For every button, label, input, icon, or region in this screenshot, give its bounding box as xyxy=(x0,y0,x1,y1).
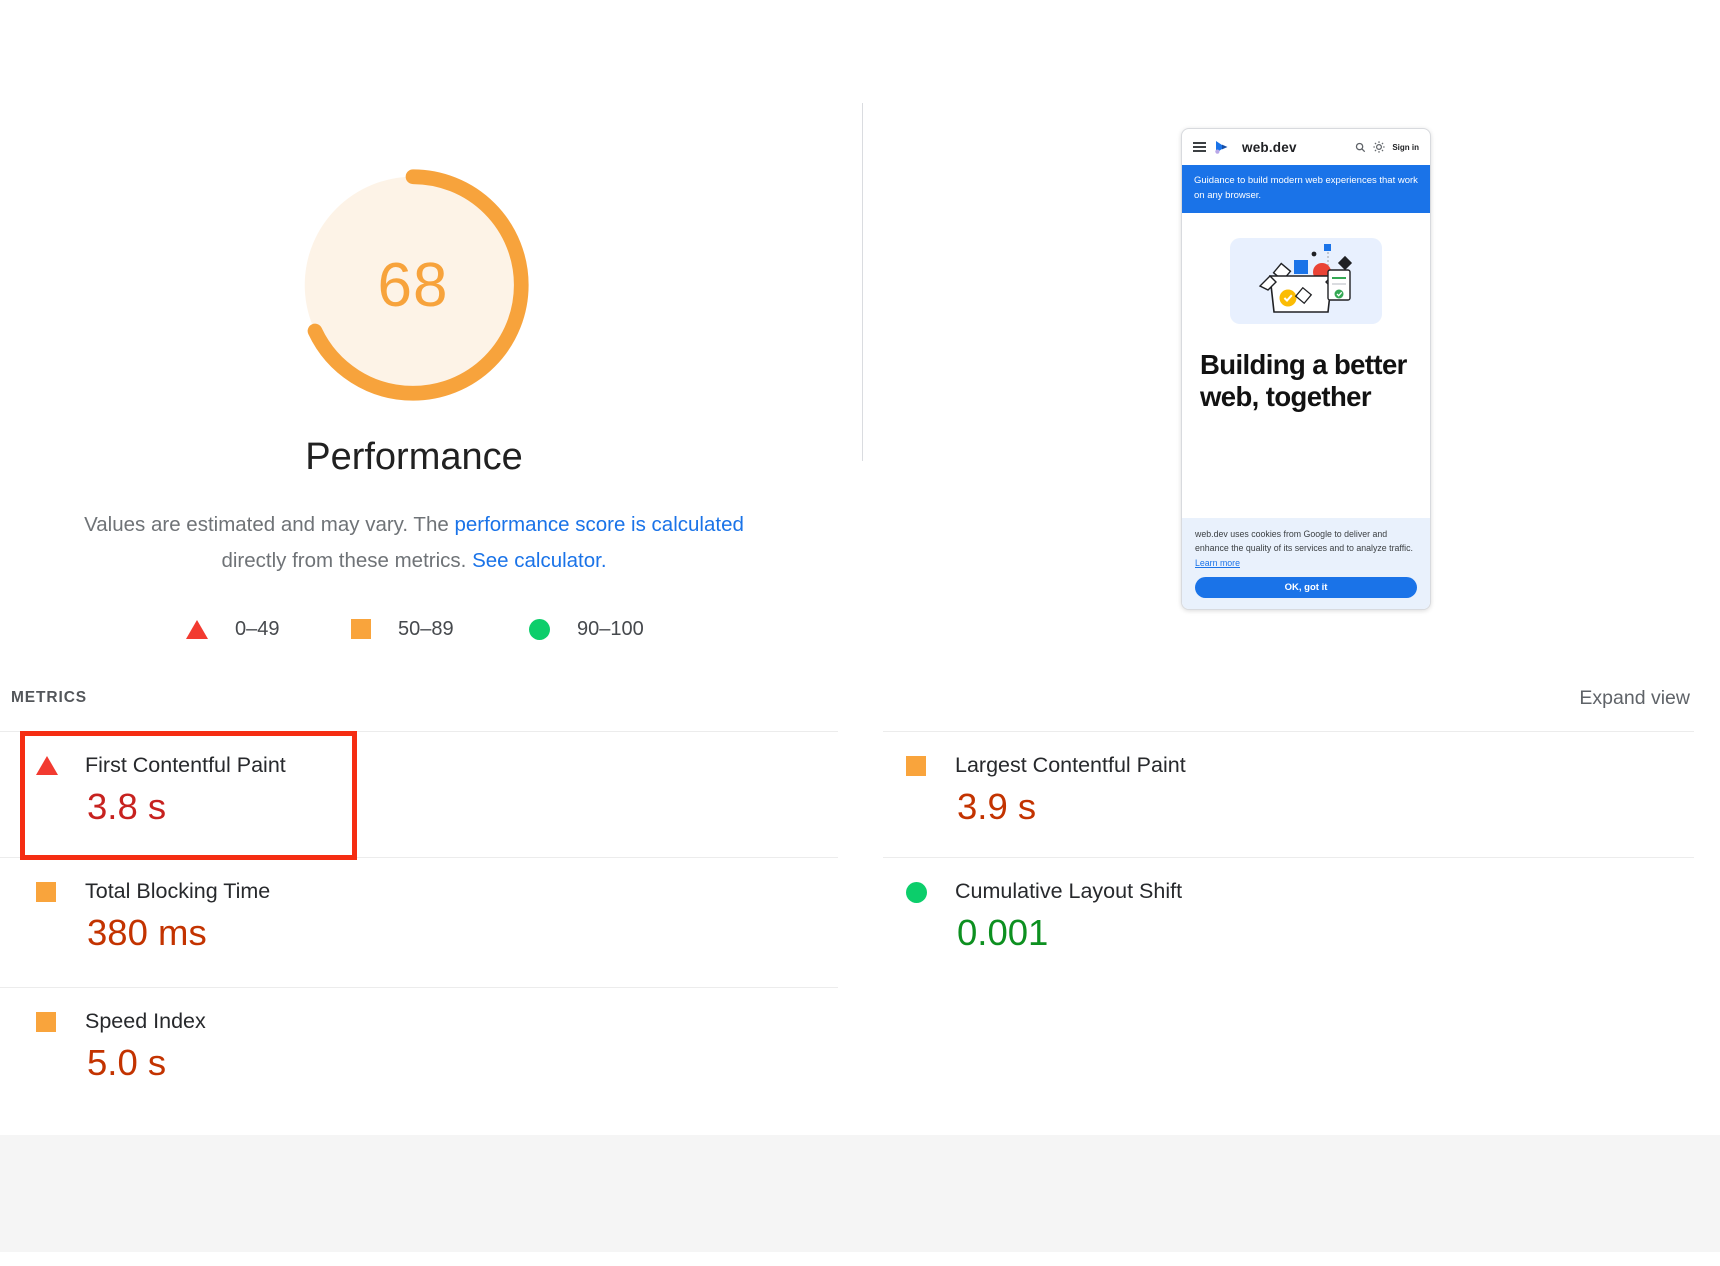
pass-circle-icon xyxy=(906,882,927,903)
toolbox-illustration-icon xyxy=(1258,244,1353,314)
report-meta-footer: Captured at Dec 9, 2024, 1:28 PM GMT Ini… xyxy=(0,1135,1720,1252)
search-icon xyxy=(1356,142,1366,152)
metric-first-contentful-paint: First Contentful Paint 3.8 s xyxy=(36,731,516,828)
see-calculator-link[interactable]: See calculator. xyxy=(472,549,607,572)
metric-label: Speed Index xyxy=(85,1009,206,1033)
metric-label: First Contentful Paint xyxy=(85,753,286,777)
metric-value: 3.8 s xyxy=(87,786,167,827)
fail-triangle-icon xyxy=(186,619,208,639)
metric-value: 3.9 s xyxy=(957,786,1037,827)
average-square-icon xyxy=(351,619,371,639)
highlight-annotation-box xyxy=(20,731,357,860)
metrics-section-title: METRICS xyxy=(11,689,88,706)
metric-cumulative-layout-shift: Cumulative Layout Shift 0.001 xyxy=(906,857,1386,954)
score-calc-link[interactable]: performance score is calculated xyxy=(454,513,744,536)
pass-circle-icon xyxy=(529,618,550,640)
legend-pass: 90–100 xyxy=(529,615,644,643)
divider xyxy=(883,857,1694,858)
column-divider xyxy=(862,103,863,461)
site-banner: Guidance to build modern web experiences… xyxy=(1182,165,1430,214)
thumb-body: Building a better web, together xyxy=(1182,213,1430,517)
divider xyxy=(883,731,1694,732)
average-square-icon xyxy=(906,756,926,776)
cookie-text: web.dev uses cookies from Google to deli… xyxy=(1195,528,1413,568)
hero-heading: Building a better web, together xyxy=(1200,349,1407,412)
fail-triangle-icon xyxy=(36,756,58,775)
score-description: Values are estimated and may vary. The p… xyxy=(44,507,784,579)
learn-more-link: Learn more xyxy=(1195,557,1240,568)
site-name: web.dev xyxy=(1242,139,1297,155)
description-line-1: Values are estimated and may vary. The p… xyxy=(84,513,744,536)
divider xyxy=(0,987,838,988)
metric-value: 380 ms xyxy=(87,912,207,953)
metric-value: 5.0 s xyxy=(87,1042,167,1083)
page-screenshot-thumbnail: web.dev Sign in Guidance to build modern… xyxy=(1181,128,1431,610)
menu-icon xyxy=(1193,142,1206,152)
legend-pass-range: 90–100 xyxy=(577,617,644,640)
cookie-ok-button: OK, got it xyxy=(1195,577,1417,598)
metric-speed-index: Speed Index 5.0 s xyxy=(36,987,516,1084)
webdev-logo-icon xyxy=(1215,141,1228,154)
description-line-2: directly from these metrics. See calcula… xyxy=(221,549,607,572)
thumb-site-header: web.dev Sign in xyxy=(1182,129,1430,165)
metric-label: Cumulative Layout Shift xyxy=(955,879,1183,903)
metric-label: Total Blocking Time xyxy=(85,879,271,903)
average-square-icon xyxy=(36,882,56,902)
legend-average: 50–89 xyxy=(351,615,454,643)
legend-fail: 0–49 xyxy=(186,615,280,643)
divider xyxy=(0,857,838,858)
theme-icon xyxy=(1373,141,1386,153)
cookie-banner: web.dev uses cookies from Google to deli… xyxy=(1182,517,1430,609)
divider xyxy=(0,731,838,732)
hero-illustration xyxy=(1230,238,1382,325)
expand-view-button[interactable]: Expand view xyxy=(1579,687,1690,709)
legend-average-range: 50–89 xyxy=(398,617,454,640)
legend-fail-range: 0–49 xyxy=(235,617,280,640)
sign-in-label: Sign in xyxy=(1392,142,1419,152)
metric-total-blocking-time: Total Blocking Time 380 ms xyxy=(36,857,516,954)
performance-score: 68 xyxy=(377,250,449,320)
metric-largest-contentful-paint: Largest Contentful Paint 3.9 s xyxy=(906,731,1386,828)
performance-gauge: 68 xyxy=(297,169,529,401)
average-square-icon xyxy=(36,1012,56,1032)
category-title: Performance xyxy=(305,436,523,478)
metric-value: 0.001 xyxy=(957,912,1049,953)
gauge-arc xyxy=(297,169,529,401)
metric-label: Largest Contentful Paint xyxy=(955,753,1186,777)
